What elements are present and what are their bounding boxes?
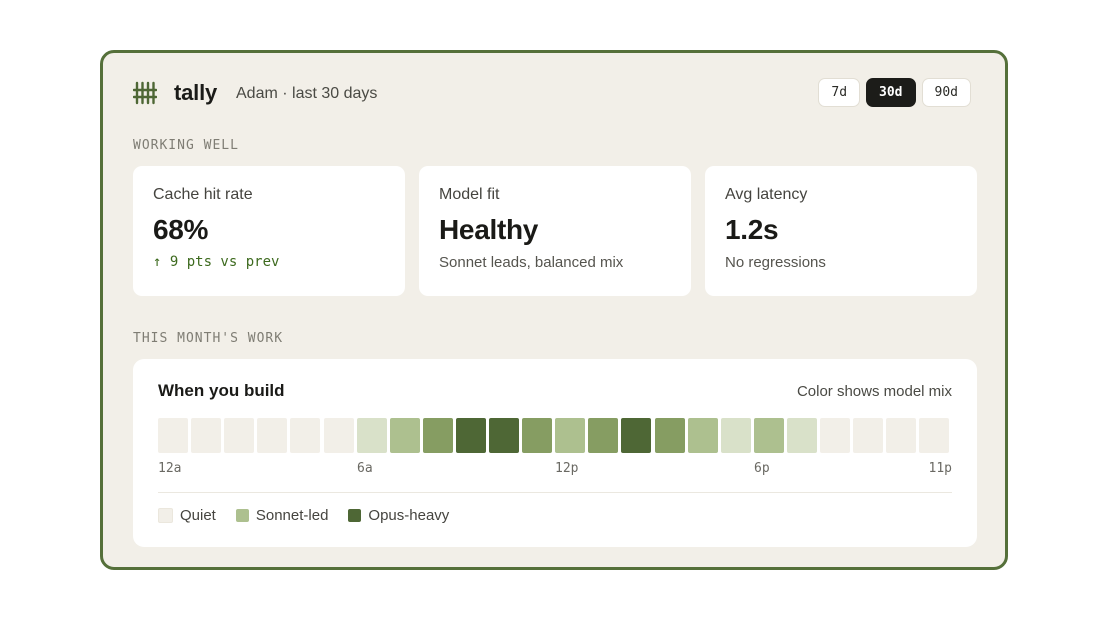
legend-item-sonnet-led: Sonnet-led: [235, 507, 329, 524]
heatmap-cell-hour-2: [224, 418, 254, 453]
time-range-selector: 7d 30d 90d: [818, 78, 971, 107]
range-7d-button[interactable]: 7d: [818, 78, 861, 107]
legend-label: Opus-heavy: [368, 507, 450, 524]
range-90d-button[interactable]: 90d: [921, 78, 971, 107]
heatmap-cell-hour-0: [158, 418, 188, 453]
brand-name: tally: [174, 80, 218, 105]
legend-item-opus-heavy: Opus-heavy: [348, 507, 449, 524]
heatmap-cell-hour-16: [688, 418, 718, 453]
heatmap-cell-hour-5: [324, 418, 354, 453]
metric-note: Sonnet leads, balanced mix: [439, 254, 624, 271]
metric-value: Healthy: [439, 214, 539, 245]
legend-item-quiet: Quiet: [158, 507, 216, 524]
legend-label: Sonnet-led: [255, 507, 329, 524]
metric-label: Model fit: [439, 186, 500, 203]
heatmap-cell-hour-12: [555, 418, 585, 453]
heatmap-cell-hour-18: [754, 418, 784, 453]
metric-label: Cache hit rate: [153, 186, 253, 203]
range-30d-button[interactable]: 30d: [866, 78, 916, 107]
heatmap-cell-hour-14: [621, 418, 651, 453]
panel-title: When you build: [158, 381, 285, 400]
heatmap-cell-hour-20: [820, 418, 850, 453]
hourly-heatmap: [158, 418, 950, 453]
axis-tick-label: 6p: [754, 461, 770, 476]
metric-card-model-fit: Model fit Healthy Sonnet leads, balanced…: [419, 166, 691, 296]
heatmap-cell-hour-23: [919, 418, 949, 453]
heatmap-cell-hour-3: [257, 418, 287, 453]
metric-value: 68%: [153, 214, 209, 245]
heatmap-cell-hour-6: [357, 418, 387, 453]
axis-tick-label: 11p: [928, 461, 952, 476]
heatmap-cell-hour-1: [191, 418, 221, 453]
tally-marks-icon: [133, 81, 157, 105]
axis-tick-label: 12a: [158, 461, 182, 476]
legend-label: Quiet: [180, 507, 216, 524]
legend-swatch: [348, 509, 362, 522]
page-subtitle: Adam · last 30 days: [236, 85, 378, 102]
metric-label: Avg latency: [725, 186, 808, 203]
legend-swatch: [158, 508, 173, 523]
legend-swatch: [235, 509, 249, 522]
heatmap-cell-hour-4: [290, 418, 320, 453]
heatmap-cell-hour-15: [655, 418, 685, 453]
heatmap-cell-hour-11: [522, 418, 552, 453]
axis-tick-label: 6a: [357, 461, 373, 476]
axis-tick-label: 12p: [555, 461, 579, 476]
tally-dashboard: tally Adam · last 30 days 7d 30d 90d WOR…: [100, 50, 1008, 570]
header: tally Adam · last 30 days 7d 30d 90d: [133, 77, 971, 109]
metric-card-avg-latency: Avg latency 1.2s No regressions: [705, 166, 977, 296]
heatmap-cell-hour-8: [423, 418, 453, 453]
heatmap-cell-hour-7: [390, 418, 420, 453]
divider: [158, 492, 952, 493]
heatmap-cell-hour-17: [721, 418, 751, 453]
heatmap-cell-hour-21: [853, 418, 883, 453]
heatmap-cell-hour-10: [489, 418, 519, 453]
metric-value: 1.2s: [725, 214, 779, 245]
section-label-working-well: WORKING WELL: [133, 138, 239, 153]
heatmap-cell-hour-22: [886, 418, 916, 453]
metric-cards: Cache hit rate 68% ↑ 9 pts vs prev Model…: [133, 166, 977, 296]
metric-delta: ↑ 9 pts vs prev: [153, 254, 280, 270]
metric-card-cache-hit-rate: Cache hit rate 68% ↑ 9 pts vs prev: [133, 166, 405, 296]
section-label-this-month: THIS MONTH'S WORK: [133, 331, 284, 346]
heatmap-cell-hour-13: [588, 418, 618, 453]
metric-note: No regressions: [725, 254, 826, 271]
build-time-panel: When you build Color shows model mix Qui…: [133, 359, 977, 547]
heatmap-cell-hour-9: [456, 418, 486, 453]
heatmap-cell-hour-19: [787, 418, 817, 453]
panel-hint: Color shows model mix: [796, 383, 952, 400]
legend: Quiet Sonnet-led Opus-heavy: [158, 507, 469, 524]
